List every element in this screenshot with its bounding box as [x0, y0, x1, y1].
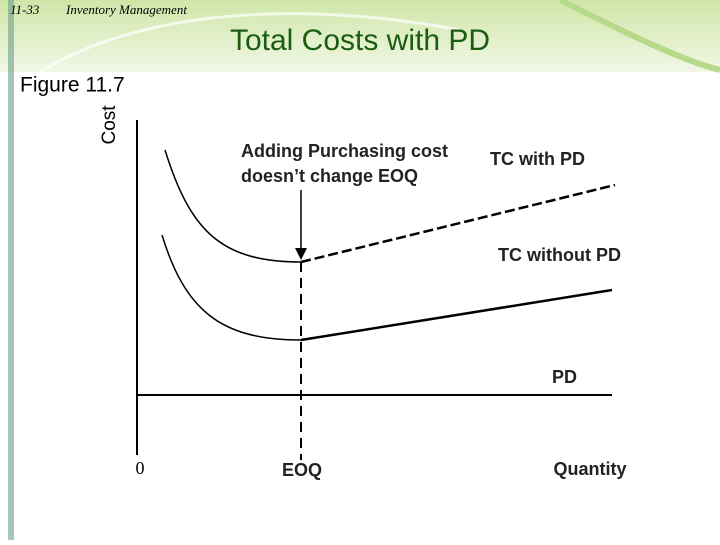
- figure-label: Figure 11.7: [20, 74, 125, 97]
- tc-without-pd-curve: [300, 288, 613, 342]
- curve-label: TC with PD: [490, 149, 585, 169]
- decor-swoosh: [39, 12, 461, 74]
- left-stripe: [8, 0, 14, 540]
- annotation: doesn’t change EOQ: [241, 166, 418, 186]
- tc-without-pd-curve: [161, 234, 302, 341]
- curve-label: TC without PD: [498, 245, 621, 265]
- page-number: 11-33: [10, 2, 40, 17]
- y-axis-label: Cost: [99, 105, 120, 145]
- x-label: Quantity: [553, 459, 626, 479]
- x-label: 0: [136, 458, 145, 478]
- annotation: Adding Purchasing cost: [241, 141, 448, 161]
- slide-title: Total Costs with PD: [230, 24, 490, 57]
- x-label: EOQ: [282, 460, 322, 480]
- decor-swoosh: [558, 0, 720, 73]
- arrow-head: [295, 248, 307, 260]
- tc-with-pd-curve: [164, 149, 302, 263]
- section-name: Inventory Management: [65, 2, 187, 17]
- curve-label: PD: [552, 367, 577, 387]
- tc-with-pd-curve: [300, 183, 616, 264]
